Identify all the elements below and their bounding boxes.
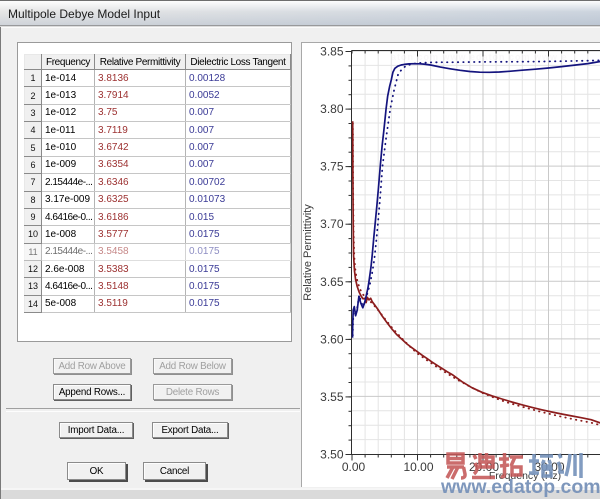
svg-text:3.80: 3.80 [320, 102, 344, 116]
svg-text:3.60: 3.60 [320, 332, 344, 346]
svg-text:3.85: 3.85 [320, 45, 344, 59]
svg-text:10.00: 10.00 [403, 460, 433, 474]
svg-text:3.75: 3.75 [320, 160, 344, 174]
svg-text:3.55: 3.55 [320, 390, 344, 404]
svg-text:3.70: 3.70 [320, 217, 344, 231]
svg-text:Relative Permittivity: Relative Permittivity [302, 204, 314, 301]
svg-text:3.50: 3.50 [320, 448, 344, 462]
svg-text:3.65: 3.65 [320, 275, 344, 289]
svg-text:0.00: 0.00 [342, 460, 366, 474]
